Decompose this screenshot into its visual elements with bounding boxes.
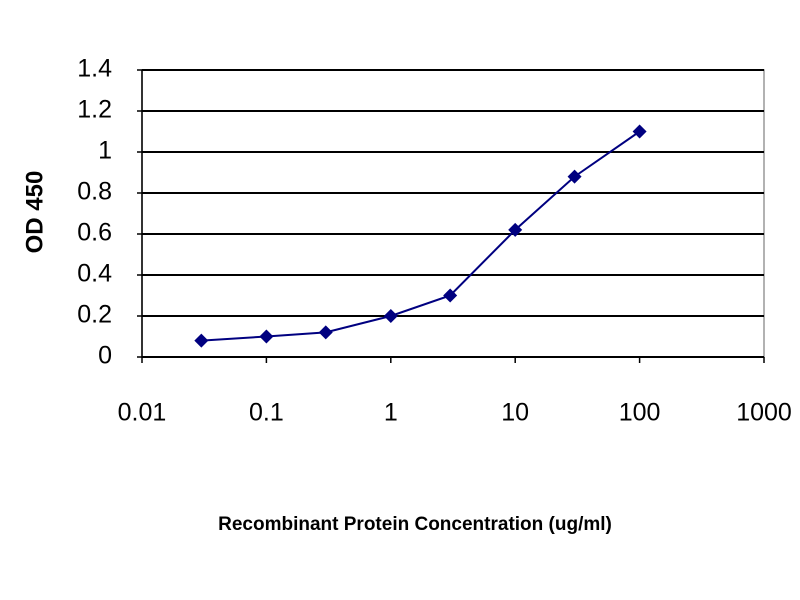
y-tick-label: 1.4 bbox=[77, 55, 112, 83]
x-axis-label: Recombinant Protein Concentration (ug/ml… bbox=[218, 514, 612, 535]
x-tick-label: 100 bbox=[619, 399, 661, 427]
data-point bbox=[508, 222, 523, 237]
series-line bbox=[201, 130, 641, 342]
y-tick-label: 0.8 bbox=[77, 178, 112, 206]
y-tick-label: 1.2 bbox=[77, 96, 112, 124]
x-tick-label: 10 bbox=[501, 399, 529, 427]
y-tick-label: 1 bbox=[98, 137, 112, 165]
y-tick-label: 0.4 bbox=[77, 260, 112, 288]
data-point bbox=[259, 329, 274, 344]
data-point bbox=[194, 333, 209, 348]
data-point bbox=[443, 288, 458, 303]
x-tick-label: 1000 bbox=[736, 399, 792, 427]
data-point bbox=[567, 169, 582, 184]
data-point bbox=[383, 309, 398, 323]
y-axis-label: OD 450 bbox=[21, 171, 48, 254]
data-point bbox=[318, 325, 333, 340]
x-tick-label: 0.01 bbox=[118, 399, 167, 427]
data-point bbox=[632, 124, 647, 139]
y-tick-label: 0.2 bbox=[77, 301, 112, 329]
y-tick-label: 0 bbox=[98, 342, 112, 370]
y-tick-label: 0.6 bbox=[77, 219, 112, 247]
x-tick-label: 0.1 bbox=[249, 399, 284, 427]
x-tick-label: 1 bbox=[384, 399, 398, 427]
plot-area bbox=[141, 69, 765, 358]
